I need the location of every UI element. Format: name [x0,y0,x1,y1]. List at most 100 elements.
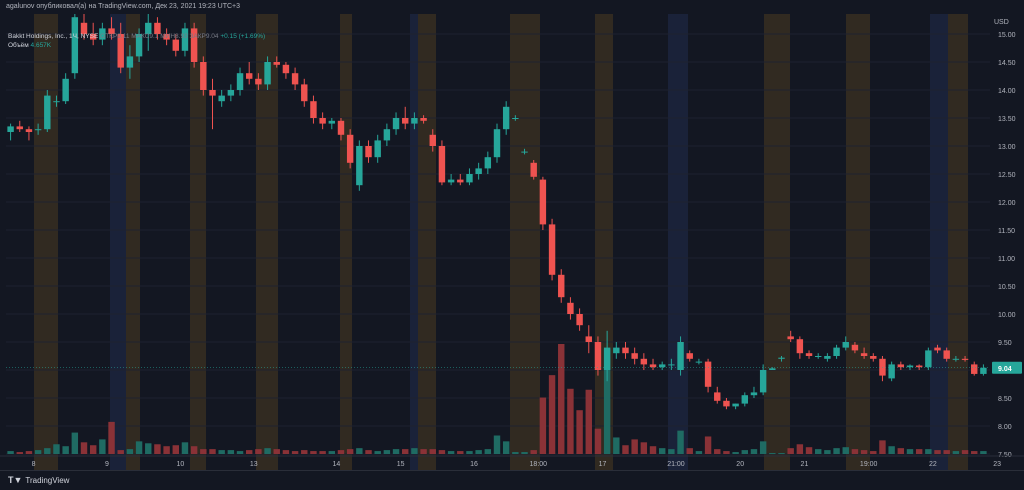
volume-bar [824,450,831,454]
volume-bar [438,450,446,454]
session-band [256,14,278,470]
volume-bar [108,421,115,454]
volume-bar [769,453,776,455]
x-tick-label: 21 [801,461,809,468]
chart-area[interactable]: 15.00 14.50 14.00 13.50 13.00 12.50 12.00 11.50… [0,14,1024,470]
candle-body [328,120,336,124]
candle-body [732,403,739,407]
volume-bar [236,451,244,454]
y-tick-label: 9.50 [998,340,1012,347]
volume-bar [631,439,638,454]
candle-body [218,95,225,102]
volume-bar [585,389,592,454]
candle-body [567,302,574,314]
volume-bar [172,445,179,454]
candle-body [264,62,271,85]
volume-bar [613,437,620,454]
candlestick-chart[interactable]: 15.00 14.50 14.00 13.50 13.00 12.50 12.00 11.50… [0,14,1024,470]
volume-bar [117,450,124,454]
volume-bar [539,397,547,454]
session-band [190,14,206,470]
volume-bar [897,448,905,454]
ohlc-values: ОТКР9.11 МАКС9.1 МИН8.93 ЗАКР9.04 [100,33,219,40]
volume-bar [750,449,758,454]
candle-body [493,129,501,158]
volume-bar [337,450,345,454]
candle-body [291,73,299,85]
candle-body [126,56,134,68]
volume-bar [53,444,60,454]
volume-bar [640,442,648,454]
candle-body [714,392,721,401]
candle-body [622,347,629,354]
volume-bar [888,446,895,454]
x-tick-label: 10 [176,461,184,468]
volume-bar [291,451,299,454]
price-change: +0.15 (+1.69%) [220,33,266,40]
volume-bar [870,451,877,454]
volume-bar [695,451,703,454]
symbol-title[interactable]: Bakkt Holdings, Inc., 1Ч, NYSE [8,33,99,40]
volume-bar [952,451,960,454]
volume-bar [796,444,804,454]
session-band [764,14,790,470]
x-tick-label: 23 [993,461,1001,468]
candle-body [695,361,703,363]
candle-body [255,78,262,85]
volume-bar [971,451,978,454]
volume-bar [80,442,88,454]
volume-bar [16,452,23,454]
volume-bar [759,441,767,454]
volume-bar [484,449,492,454]
candle-body [585,336,592,342]
volume-bar [668,449,675,454]
volume-bar [62,446,69,454]
x-tick-label: 9 [105,461,109,468]
volume-bar [622,445,629,454]
volume-bar [567,388,574,454]
volume-bar [356,448,363,454]
volume-bar [860,450,868,454]
volume-bar [879,440,886,454]
session-band [668,14,688,470]
candle-body [383,129,391,141]
candle-body [805,353,813,356]
volume-bar [686,448,693,454]
tradingview-logo[interactable]: T▼ TradingView [8,475,69,485]
candle-body [870,356,877,359]
volume-bar [99,439,106,454]
volume-bar [842,447,849,454]
candle-body [860,353,868,356]
volume-bar [961,450,969,454]
candle-body [99,28,106,40]
volume-bar [227,450,235,454]
volume-bar [594,428,602,454]
y-tick-label: 14.00 [998,88,1016,95]
candle-body [750,392,758,396]
volume-bar [346,449,354,454]
candle-body [787,336,794,340]
y-tick-label: 15.00 [998,32,1016,39]
y-tick-label: 10.50 [998,284,1016,291]
candle-body [227,90,235,96]
candle-body [723,400,730,407]
candle-body [319,118,326,124]
volume-bar [512,452,519,454]
volume-bar [576,410,583,454]
candle-body [851,344,859,351]
candle-body [200,62,207,90]
volume-bar [741,450,749,454]
candle-body [411,118,418,124]
volume-bar [815,449,822,454]
volume-bar [154,444,161,454]
volume-bar [200,449,207,454]
candle-body [310,101,317,118]
candle-body [392,118,400,130]
candle-body [89,34,97,40]
candle-body [759,370,767,393]
candle-body [402,118,409,124]
y-tick-label: 14.50 [998,60,1016,67]
candle-body [438,146,446,183]
volume-bar [25,451,33,454]
volume-label[interactable]: Объём [8,42,29,49]
